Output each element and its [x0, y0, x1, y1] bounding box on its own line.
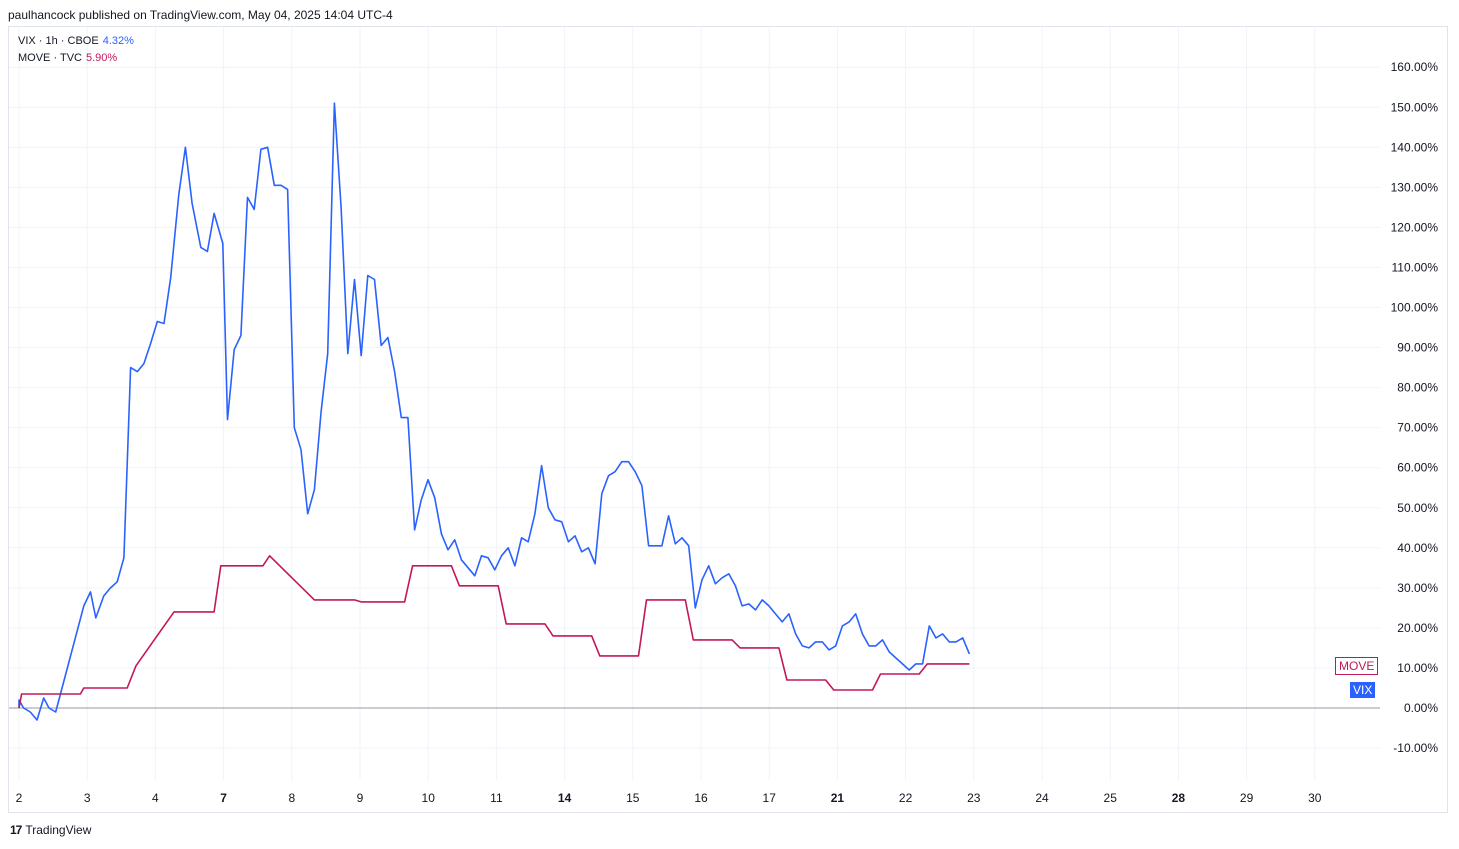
legend-move[interactable]: MOVE · TVC 5.90% [18, 52, 117, 64]
y-tick-label: 140.00% [1391, 140, 1439, 154]
y-tick-label: 110.00% [1392, 260, 1439, 274]
y-tick-label: 10.00% [1397, 661, 1438, 675]
series-line-move [18, 554, 970, 709]
y-tick-label: 70.00% [1397, 421, 1438, 435]
x-tick-label: 22 [899, 791, 913, 805]
legend-vix[interactable]: VIX · 1h · CBOE 4.32% [18, 35, 134, 47]
y-tick-label: 60.00% [1397, 461, 1438, 475]
footer-brand-text: TradingView [25, 823, 92, 837]
x-tick-label: 9 [357, 791, 364, 805]
series-line-vix [18, 102, 971, 721]
y-tick-label: 20.00% [1397, 621, 1438, 635]
x-tick-label: 29 [1240, 791, 1254, 805]
y-tick-label: 120.00% [1391, 220, 1439, 234]
y-tick-label: 40.00% [1397, 541, 1438, 555]
x-tick-label: 25 [1104, 791, 1118, 805]
legend-move-value: 5.90% [85, 52, 118, 64]
y-tick-label: 90.00% [1397, 341, 1438, 355]
y-tick-label: 0.00% [1404, 701, 1438, 715]
footer-brand[interactable]: 17 TradingView [10, 823, 91, 837]
legend-vix-label: VIX · 1h · CBOE [18, 35, 99, 47]
y-tick-label: -10.00% [1393, 741, 1438, 755]
x-tick-label: 24 [1035, 791, 1049, 805]
y-tick-label: 160.00% [1391, 60, 1439, 74]
x-tick-label: 11 [490, 791, 503, 805]
x-tick-label: 17 [763, 791, 777, 805]
x-tick-label: 16 [694, 791, 708, 805]
y-tick-label: 150.00% [1391, 100, 1439, 114]
x-tick-label: 3 [84, 791, 91, 805]
x-tick-label: 7 [220, 791, 227, 805]
vix-price-tag: VIX [1350, 682, 1376, 698]
x-tick-label: 8 [288, 791, 295, 805]
x-tick-label: 14 [558, 791, 572, 805]
x-tick-label: 21 [831, 791, 845, 805]
y-tick-label: 50.00% [1397, 501, 1438, 515]
y-tick-label: 130.00% [1391, 180, 1439, 194]
y-tick-label: 100.00% [1391, 301, 1439, 315]
x-tick-label: 23 [967, 791, 981, 805]
x-tick-label: 2 [16, 791, 23, 805]
published-caption: paulhancock published on TradingView.com… [8, 8, 393, 22]
y-tick-label: 30.00% [1397, 581, 1438, 595]
move-price-tag: MOVE [1335, 657, 1379, 675]
legend-vix-value: 4.32% [102, 35, 134, 47]
x-tick-label: 28 [1172, 791, 1186, 805]
x-tick-label: 4 [152, 791, 159, 805]
tradingview-logo-icon: 17 [10, 823, 22, 837]
y-tick-label: 80.00% [1397, 381, 1438, 395]
legend-move-label: MOVE · TVC [18, 52, 82, 64]
x-tick-label: 10 [422, 791, 436, 805]
chart-frame [8, 26, 1448, 813]
x-tick-label: 15 [626, 791, 640, 805]
x-tick-label: 30 [1308, 791, 1322, 805]
